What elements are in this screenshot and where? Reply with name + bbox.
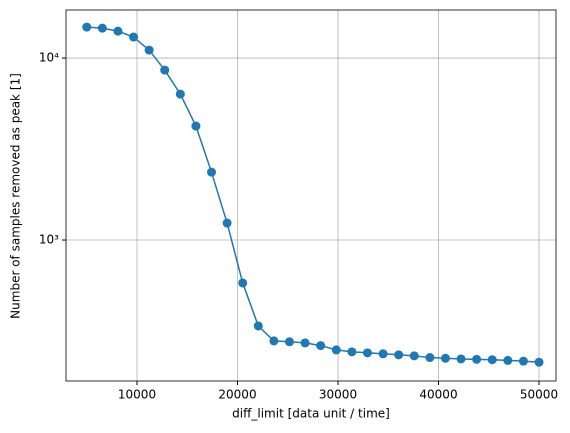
data-point xyxy=(347,347,357,357)
y-tick-label: 10⁴ xyxy=(39,51,59,65)
x-tick-label: 40000 xyxy=(419,388,457,402)
data-point xyxy=(331,345,341,355)
x-tick-label: 10000 xyxy=(118,388,156,402)
data-point xyxy=(487,355,497,365)
data-point xyxy=(269,336,279,346)
data-point xyxy=(362,348,372,358)
y-tick-label: 10³ xyxy=(39,233,59,247)
data-point xyxy=(238,278,248,288)
data-point xyxy=(456,354,466,364)
data-point xyxy=(409,351,419,361)
data-point xyxy=(503,355,513,365)
data-point xyxy=(300,338,310,348)
data-point xyxy=(440,353,450,363)
data-point xyxy=(316,341,326,351)
plot-frame xyxy=(65,9,557,382)
data-point xyxy=(518,356,528,366)
data-point xyxy=(113,26,123,36)
data-point xyxy=(191,121,201,131)
data-point xyxy=(425,353,435,363)
x-tick-label: 20000 xyxy=(218,388,256,402)
x-tick-label: 50000 xyxy=(520,388,558,402)
x-tick-label: 30000 xyxy=(319,388,357,402)
data-point xyxy=(207,167,217,177)
data-point xyxy=(129,32,139,42)
data-point xyxy=(82,22,92,32)
data-point xyxy=(222,218,232,228)
data-point xyxy=(97,23,107,33)
y-axis-label: Number of samples removed as peak [1] xyxy=(9,73,23,319)
data-point xyxy=(378,349,388,359)
x-axis-label: diff_limit [data unit / time] xyxy=(232,407,390,421)
data-point xyxy=(175,89,185,99)
data-point xyxy=(472,354,482,364)
data-point xyxy=(253,321,263,331)
data-point xyxy=(284,337,294,347)
data-point xyxy=(394,350,404,360)
data-point xyxy=(144,45,154,55)
data-point xyxy=(160,65,170,75)
series-line xyxy=(86,26,540,363)
data-point xyxy=(534,357,544,367)
